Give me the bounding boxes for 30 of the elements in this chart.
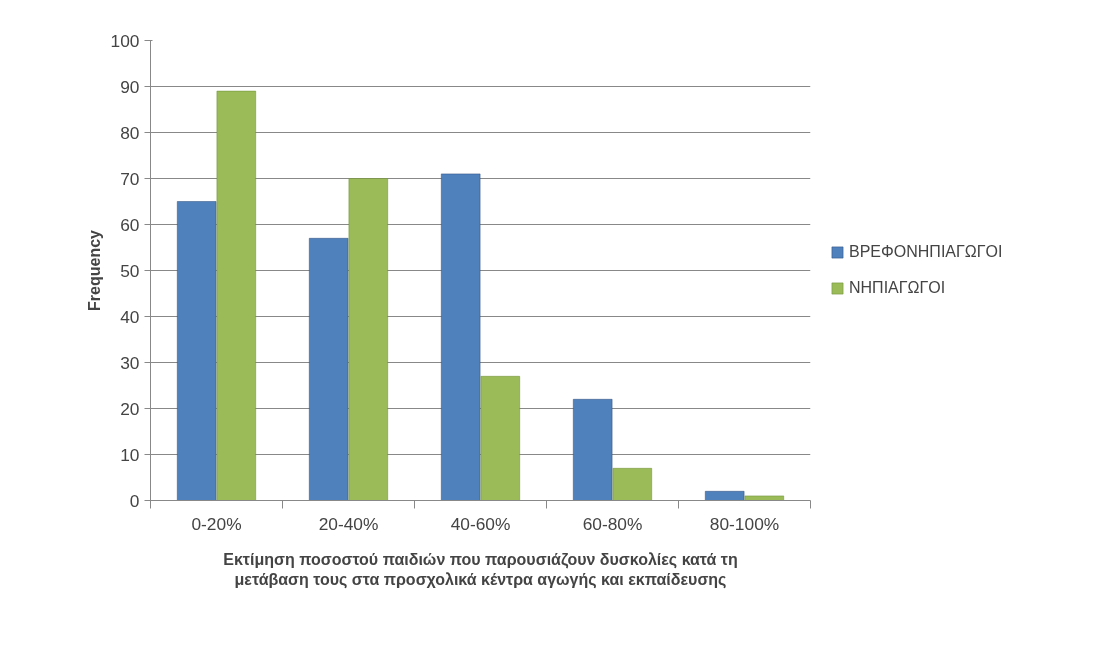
y-tick-label: 100: [110, 30, 140, 51]
bar: [480, 376, 520, 501]
x-tick-label: 80-100%: [709, 513, 780, 534]
bar: [573, 399, 613, 501]
y-tick-label: 70: [120, 168, 140, 189]
bar: [177, 201, 217, 501]
x-axis-title: Εκτίμηση ποσοστού παιδιών που παρουσιάζουν δυσκολίες κατά τη μετάβαση τους στα προσχολικά κέντρα αγωγής και εκπαίδευσης: [223, 550, 738, 589]
x-tick-label: 20-40%: [318, 513, 379, 534]
y-tick-label: 90: [120, 76, 140, 97]
bar: [216, 90, 256, 501]
y-tick-label: 0: [129, 490, 140, 511]
bar: [348, 178, 388, 501]
y-tick-label: 40: [120, 306, 140, 327]
legend-label: ΝΗΠΙΑΓΩΓΟΙ: [849, 279, 946, 297]
y-tick-label: 10: [120, 444, 140, 465]
bar: [441, 173, 481, 501]
y-axis-title: Frequency: [85, 229, 103, 311]
bar: [705, 491, 745, 501]
y-tick-label: 80: [120, 122, 140, 143]
y-tick-label: 30: [120, 352, 140, 373]
bar: [612, 468, 652, 501]
y-tick-label: 20: [120, 398, 140, 419]
x-tick-label: 60-80%: [582, 513, 643, 534]
x-tick-label: 0-20%: [191, 513, 242, 534]
y-tick-label: 60: [120, 214, 140, 235]
legend-label: ΒΡΕΦΟΝΗΠΙΑΓΩΓΟΙ: [849, 243, 1003, 261]
y-tick-label: 50: [120, 260, 140, 281]
x-tick-label: 40-60%: [450, 513, 511, 534]
bar: [744, 495, 784, 501]
bar: [309, 238, 349, 501]
